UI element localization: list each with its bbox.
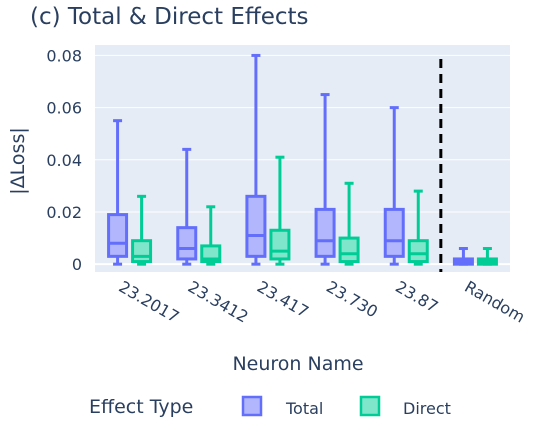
box-body [407, 239, 429, 264]
box-total[interactable] [314, 93, 336, 266]
y-tick-label: 0 [72, 255, 82, 274]
box-body [176, 226, 198, 261]
box-total[interactable] [452, 247, 474, 266]
x-tick-label: 23.2017 [116, 277, 183, 327]
legend-item-direct[interactable]: Direct [359, 395, 451, 418]
y-axis-label: |ΔLoss| [7, 127, 29, 194]
legend: Effect Type Total Direct [89, 395, 451, 418]
box-body [269, 228, 291, 261]
box-body [314, 207, 336, 258]
y-tick-label: 0.08 [46, 46, 82, 65]
legend-swatch-total [241, 395, 263, 417]
legend-title: Effect Type [89, 396, 193, 418]
y-tick-label: 0.02 [46, 203, 82, 222]
legend-label-direct: Direct [403, 399, 451, 418]
plot-area [95, 45, 510, 272]
box-direct[interactable] [269, 155, 291, 266]
x-axis-label: Neuron Name [232, 353, 363, 375]
gridlines [95, 54, 510, 266]
x-tick-labels: 23.2017 23.3412 23.417 23.730 23.87 Random [116, 277, 529, 327]
legend-swatch-direct [359, 395, 381, 417]
x-tick-label: 23.730 [323, 277, 381, 321]
box-direct[interactable] [200, 205, 222, 266]
box-direct[interactable] [476, 247, 498, 266]
x-tick-label: 23.3412 [185, 277, 252, 327]
y-tick-labels: 0 0.02 0.04 0.06 0.08 [46, 46, 82, 274]
boxes [107, 53, 498, 266]
legend-label-total: Total [285, 399, 323, 418]
x-tick-label: 23.417 [254, 277, 312, 321]
x-tick-label: Random [461, 277, 528, 327]
y-tick-label: 0.04 [46, 151, 82, 170]
box-direct[interactable] [131, 194, 153, 266]
chart-title: (c) Total & Direct Effects [30, 4, 309, 30]
box-body [131, 239, 153, 264]
box-direct[interactable] [338, 181, 360, 266]
legend-item-total[interactable]: Total [241, 395, 323, 418]
box-direct[interactable] [407, 189, 429, 266]
y-tick-label: 0.06 [46, 99, 82, 118]
box-total[interactable] [176, 147, 198, 266]
box-total[interactable] [245, 53, 267, 266]
x-tick-label: 23.87 [392, 277, 441, 316]
box-total[interactable] [383, 106, 405, 266]
box-body [107, 213, 129, 258]
box-body [338, 236, 360, 264]
box-total[interactable] [107, 119, 129, 266]
box-body [383, 207, 405, 258]
box-body [245, 194, 267, 258]
